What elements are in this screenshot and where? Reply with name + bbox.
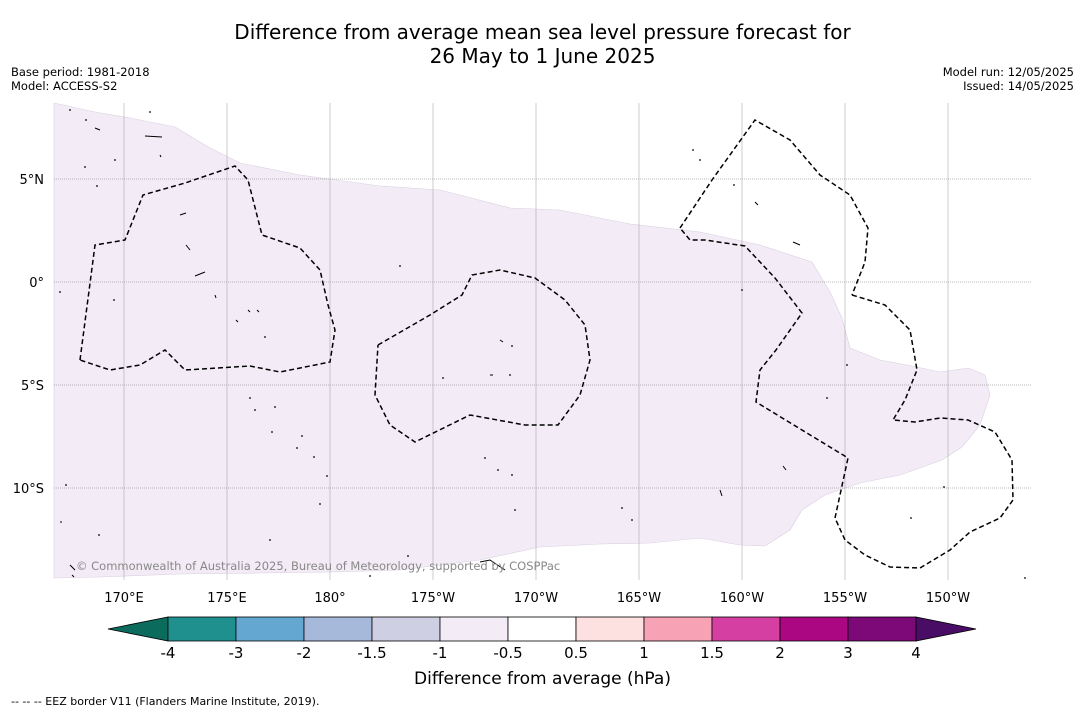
- colorbar-tick-label: -3: [229, 644, 244, 662]
- colorbar-tick-label: 1.5: [700, 644, 724, 662]
- map-title: Difference from average mean sea level p…: [0, 20, 1085, 68]
- lat-label-10s: 10°S: [13, 482, 44, 497]
- lon-label-175w: 175°W: [411, 591, 455, 606]
- lon-label-180: 180°: [314, 591, 345, 606]
- lat-label-5n: 5°N: [20, 173, 45, 188]
- colorbar-segment: [507, 616, 577, 642]
- colorbar-segment: [235, 616, 305, 642]
- eez-kiribati-line: [679, 119, 869, 296]
- colorbar-tick-label: 2: [775, 644, 785, 662]
- colorbar-tick-label: 1: [639, 644, 649, 662]
- colorbar-segment: [303, 616, 373, 642]
- colorbar-tick-label: 0.5: [564, 644, 588, 662]
- lat-gridlines: [54, 178, 1032, 489]
- colorbar-extend-min: [107, 616, 169, 642]
- colorbar-tick-label: -2: [297, 644, 312, 662]
- colorbar-segment: [847, 616, 917, 642]
- colorbar-segment: [575, 616, 645, 642]
- issued-date: Issued: 14/05/2025: [963, 79, 1074, 93]
- lon-label-155w: 155°W: [823, 591, 867, 606]
- title-line-1: Difference from average mean sea level p…: [234, 20, 851, 44]
- colorbar-extend-max: [915, 616, 977, 642]
- colorbar-tick-label: 3: [843, 644, 853, 662]
- lon-label-150w: 150°W: [926, 591, 970, 606]
- colorbar-segment: [371, 616, 441, 642]
- base-period: Base period: 1981-2018: [11, 65, 150, 79]
- lon-label-170w: 170°W: [514, 591, 558, 606]
- colorbar-segment: [711, 616, 781, 642]
- lon-label-160w: 160°W: [720, 591, 764, 606]
- colorbar-tick-label: -4: [161, 644, 176, 662]
- eez-footnote: -- -- -- EEZ border V11 (Flanders Marine…: [11, 695, 320, 708]
- anomaly-shading: [53, 102, 991, 579]
- eez-kiribati-gilbert: [79, 165, 336, 373]
- lat-label-0: 0°: [29, 276, 44, 291]
- colorbar-tick-labels: -4 -3 -2 -1.5 -1 -0.5 0.5 1 1.5 2 3 4: [161, 644, 921, 662]
- colorbar-segment: [779, 616, 849, 642]
- model-name: Model: ACCESS-S2: [11, 79, 118, 93]
- meta-left: Base period: 1981-2018 Model: ACCESS-S2: [11, 65, 150, 93]
- eez-kiribati-phoenix: [374, 269, 591, 443]
- colorbar: [107, 616, 977, 642]
- copyright-notice: © Commonwealth of Australia 2025, Bureau…: [76, 559, 560, 573]
- lat-label-5s: 5°S: [21, 379, 44, 394]
- lon-label-175e: 175°E: [207, 591, 247, 606]
- eez-french-polynesia: [679, 227, 1014, 569]
- model-run: Model run: 12/05/2025: [942, 65, 1074, 79]
- colorbar-segment: [167, 616, 237, 642]
- colorbar-label: Difference from average (hPa): [414, 669, 671, 689]
- colorbar-tick-label: -1.5: [357, 644, 386, 662]
- eez-borders: [79, 119, 1014, 569]
- lon-tick-labels: 170°E 175°E 180° 175°W 170°W 165°W 160°W…: [104, 591, 970, 606]
- title-line-2: 26 May to 1 June 2025: [429, 44, 656, 68]
- lon-label-170e: 170°E: [104, 591, 144, 606]
- islands: [59, 109, 1026, 579]
- lon-gridlines: [123, 103, 949, 580]
- lat-tick-labels: 5°N 0° 5°S 10°S: [13, 173, 44, 497]
- colorbar-tick-label: 4: [911, 644, 921, 662]
- island-group-marshall: [60, 127, 801, 578]
- colorbar-tick-label: -0.5: [493, 644, 522, 662]
- colorbar-tick-label: -1: [433, 644, 448, 662]
- meta-right: Model run: 12/05/2025 Issued: 14/05/2025: [943, 65, 1074, 93]
- lon-label-165w: 165°W: [617, 591, 661, 606]
- colorbar-segment: [439, 616, 509, 642]
- colorbar-segment: [643, 616, 713, 642]
